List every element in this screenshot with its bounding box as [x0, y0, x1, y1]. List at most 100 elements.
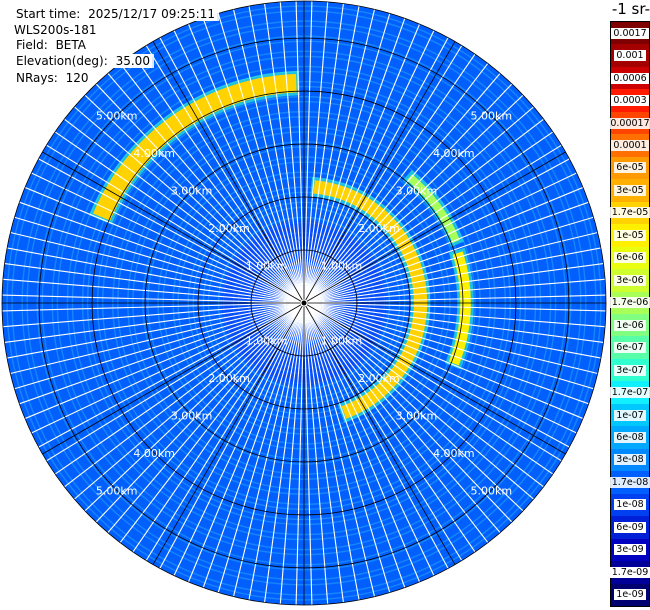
ray-separator: [303, 73, 501, 304]
ray-separator: [303, 1, 329, 304]
ray-separator: [74, 106, 305, 304]
ray-separator: [84, 94, 305, 304]
ray-separator: [95, 302, 305, 523]
ray-separator: [64, 302, 305, 488]
ray-separator: [187, 23, 305, 304]
ray-separator: [10, 302, 305, 375]
colorbar-tick-label: 1.7e-05: [609, 207, 650, 219]
range-ring-label: 5.00km: [471, 484, 513, 497]
colorbar-segment: 1.7e-09: [609, 561, 650, 584]
ray-separator: [217, 302, 305, 593]
range-ring-label: 1.00km: [321, 260, 363, 273]
ray-separator: [132, 302, 305, 553]
ray-separator: [303, 302, 562, 462]
ray-separator: [303, 172, 577, 304]
colorbar-segment: 1e-07: [611, 403, 649, 427]
range-ring-label: 3.00km: [171, 409, 213, 422]
range-ring-label: 5.00km: [96, 484, 138, 497]
ray-separator: [303, 302, 421, 583]
colorbar-segment: 6e-07: [611, 336, 649, 359]
ray-separator: [303, 302, 406, 588]
ray-separator: [173, 302, 305, 576]
range-ring-label: 2.00km: [358, 222, 400, 235]
ray-separator: [2, 278, 305, 304]
ray-separator: [279, 302, 305, 605]
ray-separator: [145, 302, 305, 561]
ray-separator: [303, 37, 449, 304]
ray-separator: [303, 30, 435, 304]
ray-separator: [303, 302, 594, 390]
elevation-label: Elevation(deg):: [14, 54, 110, 68]
ray-separator: [303, 23, 421, 304]
colorbar-tick-label: 0.0003: [611, 95, 649, 107]
colorbar-segment: 0.0017: [611, 22, 649, 45]
field-value: BETA: [53, 38, 88, 52]
ray-separator: [303, 18, 406, 304]
polar-beta-plot: 1.00km 1.00km 1.00km 1.00km 2.00km 2.00km 2.00…: [1, 0, 607, 606]
colorbar-segment: 3e-05: [611, 179, 649, 202]
nrays-label: NRays:: [14, 71, 60, 85]
range-ring-label: 1.00km: [246, 260, 288, 273]
instrument-name: WLS200s-181: [12, 23, 99, 37]
colorbar-tick-label: 1.7e-08: [609, 476, 650, 488]
nrays-value: 120: [63, 71, 91, 85]
ray-separator: [132, 53, 305, 304]
colorbar-tick-label: 3e-06: [614, 274, 646, 286]
colorbar-segment: 1.7e-06: [609, 291, 650, 314]
aerosol-layer-arc: [448, 251, 471, 366]
ray-separator: [303, 294, 606, 304]
ray-separator: [264, 3, 305, 304]
ray-separator: [303, 302, 602, 359]
ray-separator: [248, 302, 305, 601]
ray-separator: [303, 302, 570, 448]
colorbar-segment: 6e-08: [611, 426, 649, 449]
ray-separator: [303, 302, 554, 475]
ray-separator: [303, 302, 606, 312]
colorbar-tick-label: 6e-06: [614, 252, 646, 264]
colorbar: 0.0017 0.001 0.0006 0.0003 0.00017 0.0001 6e-0…: [608, 21, 650, 607]
colorbar-segment: 0.0006: [611, 66, 649, 90]
ray-separator: [303, 144, 562, 304]
colorbar-segment: 1.7e-07: [609, 381, 650, 404]
ray-separator: [54, 302, 305, 475]
instrument-line: WLS200s-181: [12, 22, 99, 38]
ray-separator: [303, 302, 544, 488]
colorbar-segment: 0.00017: [608, 111, 650, 135]
ray-separator: [248, 5, 305, 304]
ray-separator: [74, 302, 305, 500]
range-ring-label: 4.00km: [133, 147, 175, 160]
ray-separator: [84, 302, 305, 512]
field-label: Field:: [14, 38, 50, 52]
ray-separator: [303, 302, 329, 605]
colorbar-tick-label: 6e-07: [614, 342, 646, 354]
ray-separator: [303, 186, 584, 304]
ray-separator: [159, 37, 305, 304]
aerosol-layer-arc: [313, 180, 428, 419]
ray-separator: [303, 302, 489, 543]
ray-separator: [264, 302, 305, 603]
ray-separator: [2, 302, 305, 328]
field-line: Field: BETA: [12, 37, 90, 53]
range-ring-label: 5.00km: [471, 110, 513, 123]
ray-separator: [31, 172, 305, 304]
ray-separator: [232, 9, 305, 304]
colorbar-segment: 6e-09: [611, 516, 649, 539]
ray-separator: [64, 118, 305, 304]
colorbar-tick-label: 1e-09: [614, 589, 646, 601]
colorbar-tick-label: 3e-05: [614, 184, 646, 196]
colorbar-segment: 6e-06: [611, 246, 649, 270]
ray-separator: [303, 302, 604, 343]
ray-separator: [2, 294, 305, 304]
ray-separator: [14, 302, 305, 390]
ray-separator: [303, 302, 476, 553]
colorbar-tick-label: 1e-08: [614, 499, 646, 511]
ray-separator: [303, 302, 313, 605]
colorbar-segment: 0.0001: [611, 134, 649, 157]
ray-separator: [295, 302, 305, 605]
ray-separator: [38, 158, 305, 304]
colorbar-segment: 1e-08: [611, 493, 649, 517]
colorbar-tick-label: 1e-07: [614, 409, 646, 421]
range-ring-label: 2.00km: [208, 222, 250, 235]
range-ring-label: 4.00km: [133, 447, 175, 460]
colorbar-tick-label: 6e-05: [614, 162, 646, 174]
